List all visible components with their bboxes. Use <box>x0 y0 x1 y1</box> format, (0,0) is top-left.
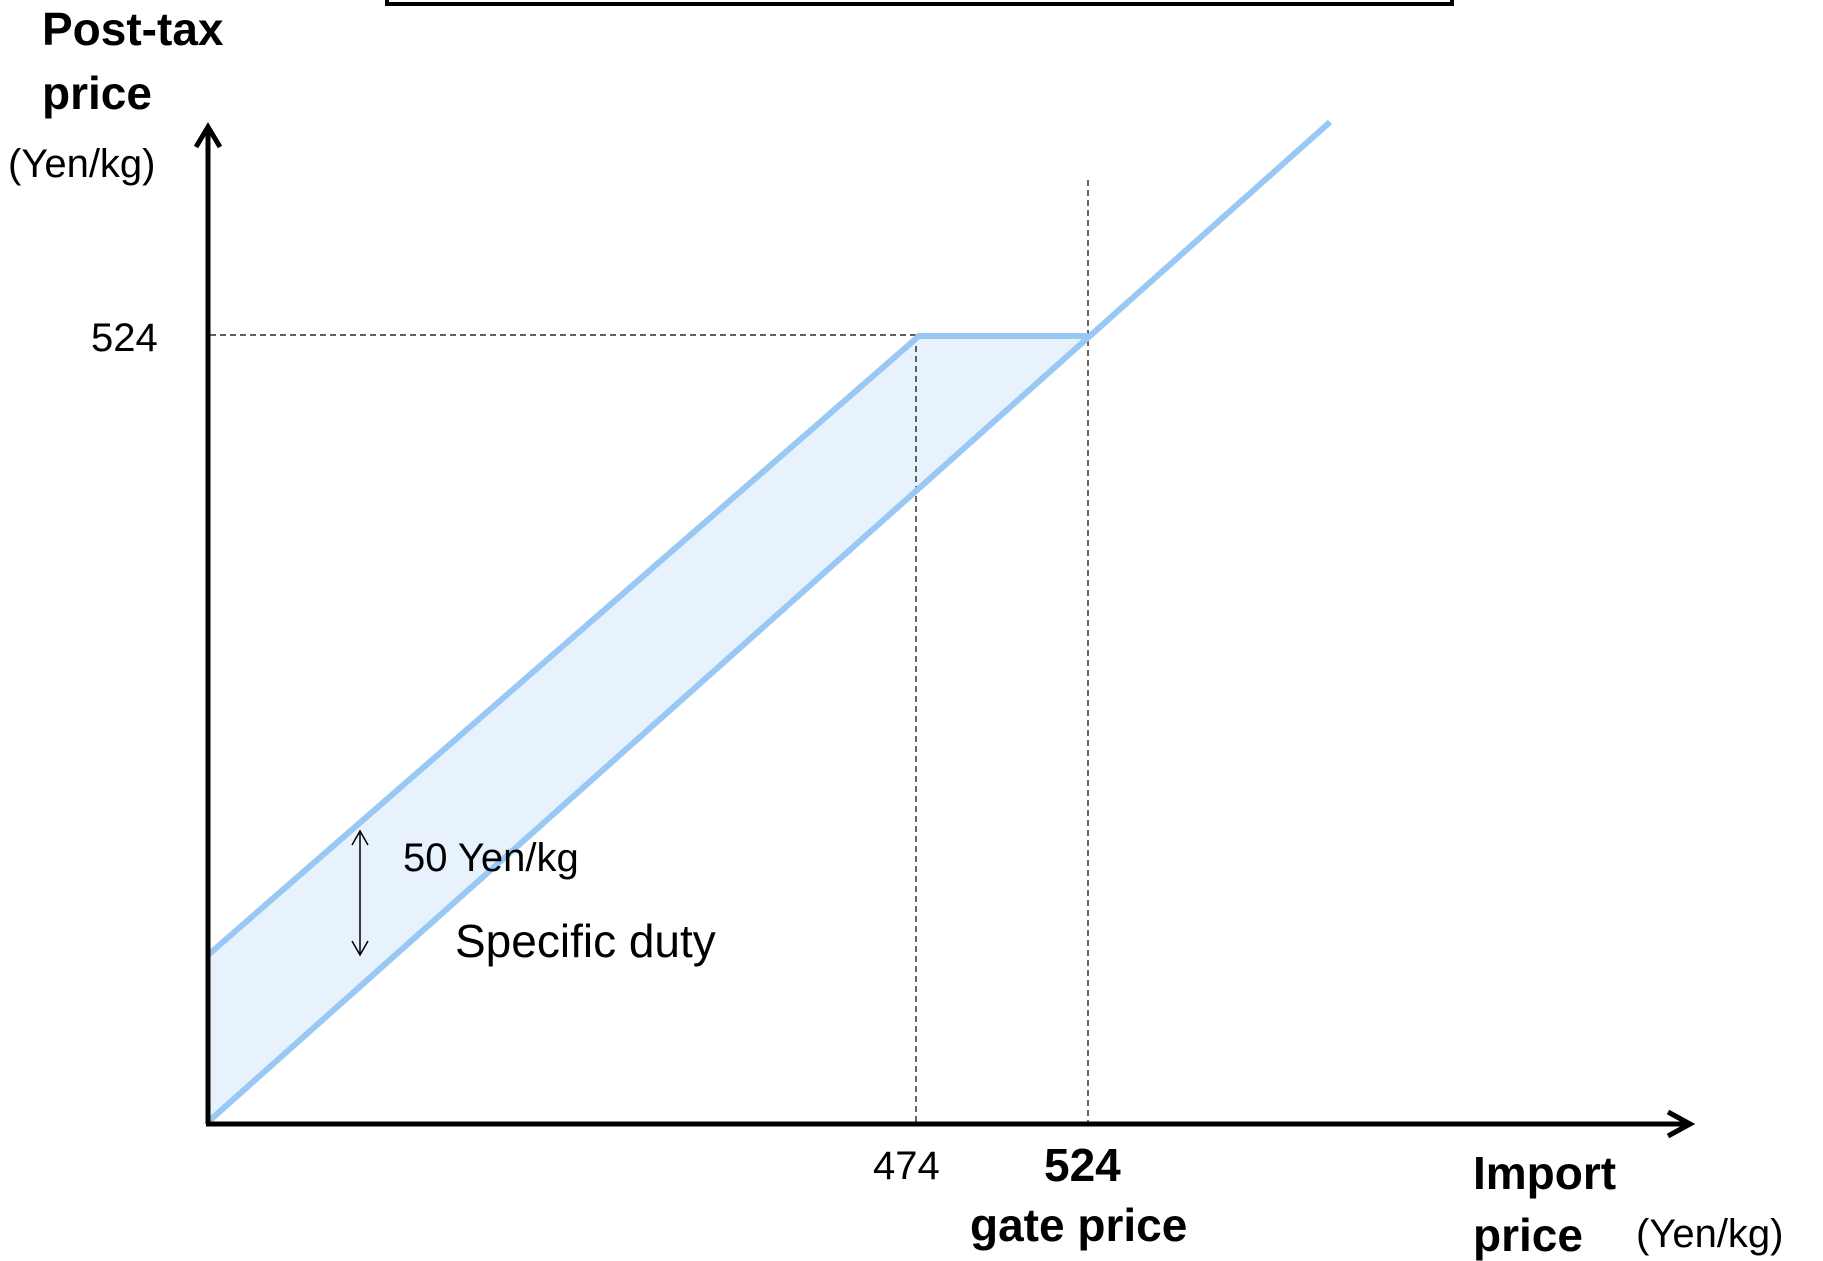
gate-price-label: gate price <box>970 1199 1188 1251</box>
y-axis-unit: (Yen/kg) <box>8 142 156 186</box>
import-price-line <box>206 119 1332 1125</box>
x-tick-524-gate: 524 <box>1044 1139 1121 1191</box>
post-tax-price-line <box>206 333 1088 958</box>
x-axis-arrowhead <box>1666 1109 1696 1139</box>
x-axis-title-line2: price <box>1473 1209 1583 1261</box>
x-tick-474: 474 <box>873 1144 940 1188</box>
y-axis-arrowhead <box>193 122 223 149</box>
x-axis-title-line1: Import <box>1473 1147 1617 1199</box>
y-tick-524: 524 <box>91 316 158 360</box>
y-axis-title-line2: price <box>42 67 152 119</box>
duty-amount-label: 50 Yen/kg <box>403 836 579 880</box>
top-frame-box <box>385 0 1454 6</box>
x-axis-unit: (Yen/kg) <box>1636 1212 1784 1256</box>
duty-type-label: Specific duty <box>455 915 716 967</box>
duty-arrow-bottom-head <box>351 940 369 957</box>
y-axis-title-line1: Post-tax <box>42 3 224 55</box>
duty-arrow-top-head <box>351 829 369 846</box>
